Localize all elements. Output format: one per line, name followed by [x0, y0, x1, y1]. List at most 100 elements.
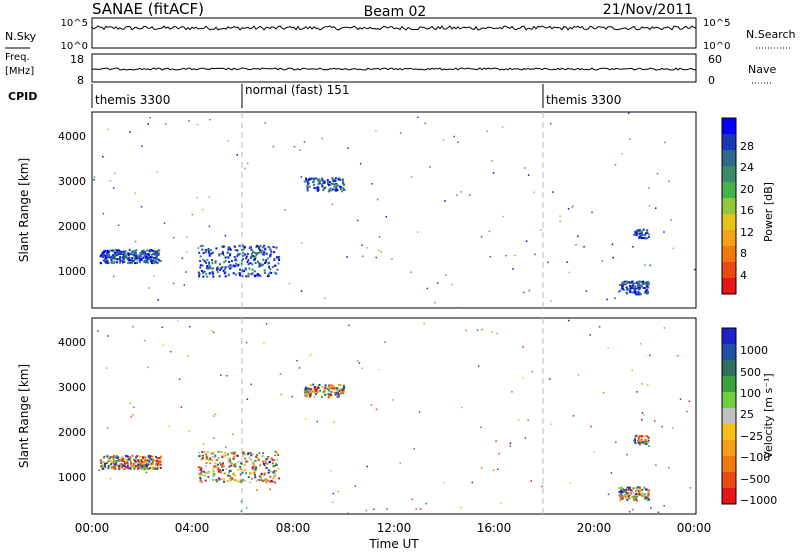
scatter-point-895 [648, 205, 651, 207]
scatter-point-310 [266, 457, 269, 460]
scatter-point-627 [315, 389, 317, 392]
scatter-point-381 [199, 264, 202, 267]
scatter-point-267 [215, 247, 218, 250]
velocity-cbar-tick-1000: 1000 [740, 344, 768, 357]
scatter-point-343 [216, 271, 219, 273]
scatter-point-280 [264, 247, 267, 250]
scatter-point-481 [199, 245, 202, 248]
scatter-point-845 [410, 271, 412, 273]
scatter-point-139 [106, 455, 109, 458]
scatter-point-117 [119, 463, 121, 466]
scatter-point-270 [250, 458, 253, 461]
scatter-point-445 [205, 273, 208, 276]
scatter-point-744 [647, 439, 650, 442]
scatter-point-164 [151, 467, 154, 470]
scatter-point-386 [261, 479, 264, 482]
scatter-point-878 [541, 485, 543, 488]
scatter-point-147 [111, 467, 114, 470]
x-axis-label: Time UT [368, 537, 419, 551]
scatter-point-620 [335, 188, 338, 191]
scatter-point-464 [256, 478, 259, 481]
scatter-point-827 [186, 251, 188, 253]
scatter-point-516 [207, 471, 209, 474]
scatter-point-361 [244, 457, 247, 460]
scatter-point-422 [232, 452, 235, 455]
scatter-point-924 [223, 254, 225, 256]
scatter-point-788 [480, 236, 483, 238]
scatter-point-336 [257, 245, 260, 248]
scatter-point-198 [124, 462, 126, 465]
scatter-point-930 [559, 215, 561, 217]
scatter-point-276 [263, 251, 266, 254]
scatter-point-873 [672, 427, 674, 429]
scatter-point-597 [332, 183, 334, 185]
scatter-point-633 [620, 283, 623, 286]
scatter-point-381 [262, 462, 265, 465]
scatter-point-126 [112, 462, 115, 465]
scatter-point-374 [204, 479, 207, 482]
scatter-point-472 [257, 274, 260, 277]
scatter-point-267 [201, 451, 204, 454]
scatter-point-338 [223, 478, 226, 481]
scatter-point-132 [122, 464, 125, 467]
scatter-point-421 [229, 461, 232, 464]
scatter-point-239 [106, 461, 109, 463]
scatter-point-482 [205, 453, 208, 456]
scatter-point-369 [266, 462, 269, 465]
scatter-point-869 [488, 230, 491, 233]
scatter-point-782 [425, 502, 427, 505]
scatter-point-922 [337, 490, 340, 493]
scatter-point-157 [156, 250, 159, 253]
scatter-point-486 [220, 267, 223, 270]
scatter-point-298 [211, 251, 214, 254]
scatter-point-730 [646, 493, 649, 496]
scatter-point-823 [693, 268, 696, 271]
scatter-point-640 [633, 288, 636, 291]
scatter-point-438 [243, 246, 246, 249]
scatter-point-418 [215, 479, 218, 481]
scatter-point-809 [202, 443, 205, 445]
scatter-point-608 [327, 190, 330, 193]
scatter-point-306 [200, 481, 203, 484]
scatter-point-445 [199, 469, 202, 471]
scatter-point-548 [334, 180, 337, 183]
power-cbar-swatch-9 [722, 262, 736, 279]
scatter-point-804 [107, 128, 109, 131]
scatter-point-784 [585, 290, 588, 292]
cpid-segment-1: themis 3300 [95, 93, 170, 107]
scatter-point-145 [105, 259, 108, 261]
scatter-point-454 [269, 254, 272, 257]
scatter-point-305 [267, 456, 270, 458]
scatter-point-556 [343, 387, 346, 390]
scatter-point-706 [634, 493, 637, 496]
scatter-point-883 [361, 255, 364, 257]
scatter-point-333 [216, 466, 219, 469]
scatter-point-797 [232, 433, 234, 435]
scatter-point-360 [227, 453, 229, 456]
scatter-point-100 [150, 455, 153, 458]
scatter-point-229 [155, 254, 158, 257]
scatter-point-22 [113, 454, 115, 457]
scatter-point-882 [549, 378, 551, 380]
scatter-point-865 [114, 172, 116, 175]
scatter-point-314 [212, 467, 215, 470]
scatter-point-622 [318, 182, 321, 185]
scatter-point-48 [129, 459, 132, 462]
scatter-point-432 [208, 458, 211, 461]
scatter-point-858 [224, 234, 227, 237]
scatter-point-725 [637, 282, 640, 285]
scatter-point-673 [625, 491, 627, 494]
scatter-point-213 [112, 250, 115, 253]
scatter-point-78 [121, 466, 123, 469]
scatter-point-38 [129, 253, 132, 256]
scatter-point-565 [320, 395, 323, 398]
scatter-point-182 [104, 260, 107, 263]
scatter-point-441 [234, 249, 237, 252]
scatter-point-839 [639, 439, 641, 441]
scatter-point-852 [236, 154, 238, 156]
scatter-point-409 [197, 451, 200, 454]
scatter-point-252 [159, 260, 162, 262]
scatter-point-98 [158, 249, 161, 252]
scatter-point-794 [272, 480, 274, 483]
